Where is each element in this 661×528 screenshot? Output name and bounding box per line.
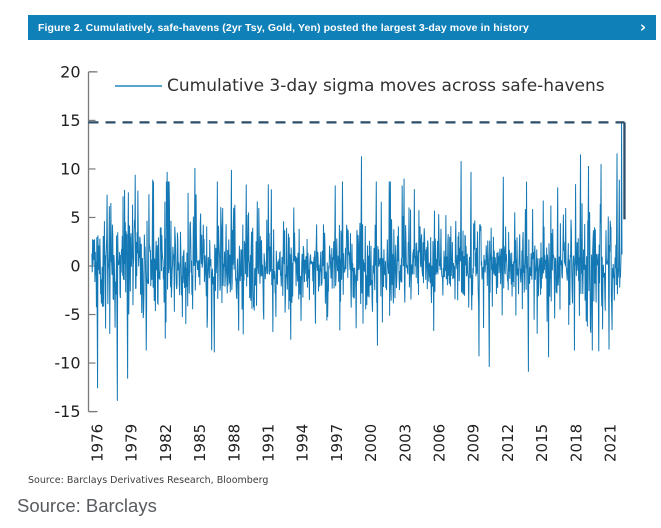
svg-text:2000: 2000 [362,424,380,462]
svg-text:2003: 2003 [396,424,414,462]
svg-text:2012: 2012 [499,424,517,462]
svg-text:1979: 1979 [123,424,141,462]
svg-text:1976: 1976 [89,424,107,462]
svg-text:2015: 2015 [533,424,551,462]
svg-text:-15: -15 [54,402,80,421]
svg-text:2006: 2006 [431,424,449,462]
svg-text:2021: 2021 [602,424,620,462]
figure-header-bar: Figure 2. Cumulatively, safe-havens (2yr… [28,15,656,40]
svg-text:-5: -5 [65,305,81,324]
svg-text:1994: 1994 [294,424,312,462]
svg-text:2018: 2018 [567,424,585,462]
svg-text:20: 20 [60,62,80,81]
svg-text:2009: 2009 [465,424,483,462]
legend-label: Cumulative 3-day sigma moves across safe… [167,76,605,96]
figure-title: Figure 2. Cumulatively, safe-havens (2yr… [38,21,529,34]
page-source-caption: Source: Barclays [17,495,157,516]
svg-text:5: 5 [70,208,80,227]
svg-text:15: 15 [60,111,80,130]
chevron-right-icon[interactable]: › [639,18,646,36]
svg-text:1985: 1985 [191,424,209,462]
svg-text:0: 0 [70,257,80,276]
svg-text:1982: 1982 [157,424,175,462]
svg-text:1991: 1991 [260,424,278,462]
chart-source-note: Source: Barclays Derivatives Research, B… [28,475,269,486]
svg-text:1997: 1997 [328,424,346,462]
svg-text:-10: -10 [54,354,80,373]
svg-text:1988: 1988 [225,424,243,462]
svg-text:10: 10 [60,159,80,178]
